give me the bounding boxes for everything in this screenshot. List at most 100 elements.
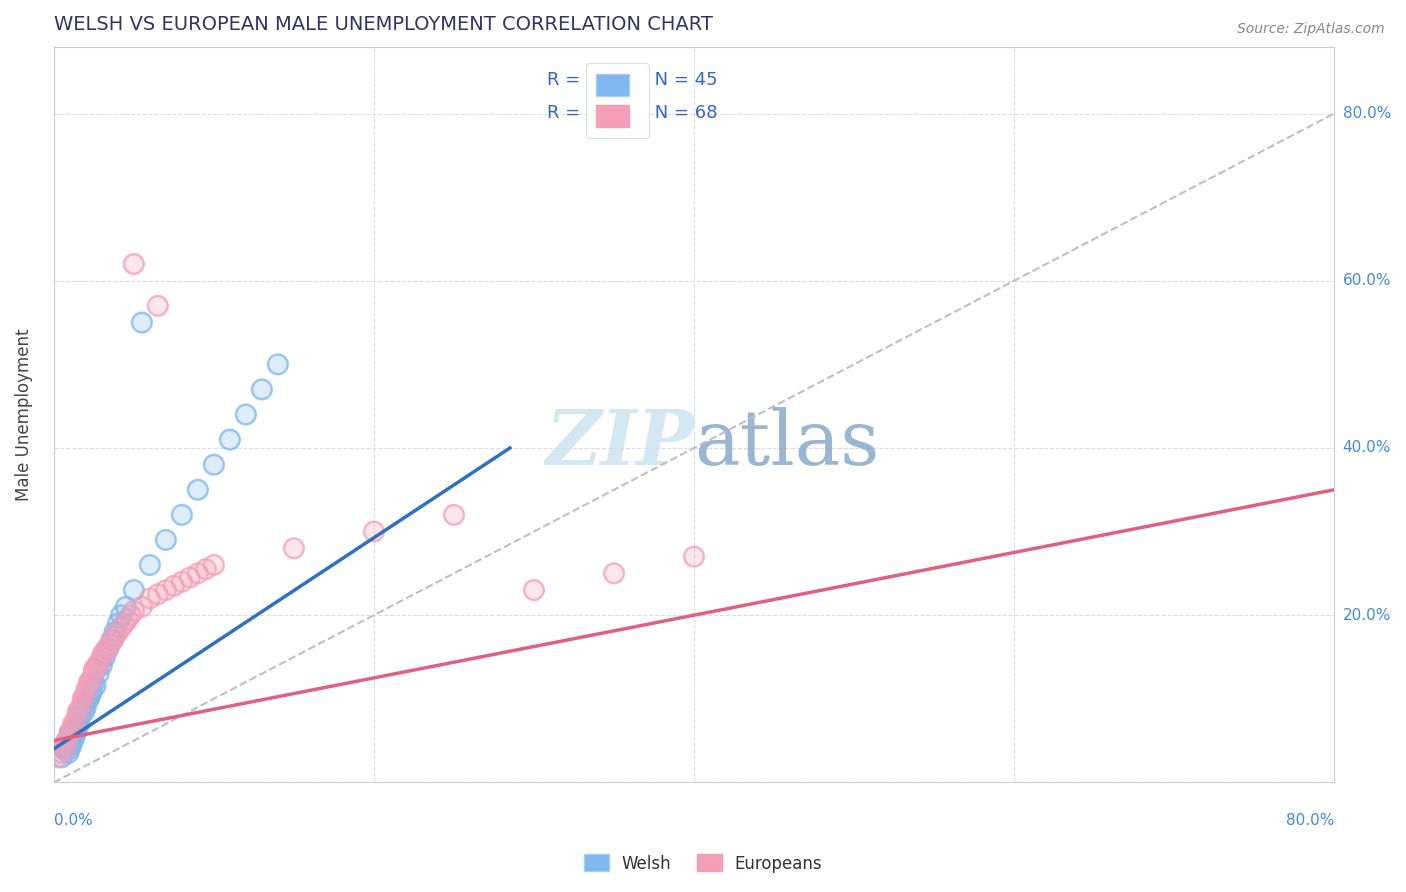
Point	[267, 357, 290, 371]
Point	[146, 299, 169, 313]
Point	[115, 599, 138, 614]
Point	[59, 730, 82, 744]
Point	[83, 663, 105, 677]
Point	[155, 583, 177, 598]
Point	[96, 641, 118, 656]
Point	[87, 666, 110, 681]
Point	[84, 663, 107, 677]
Point	[59, 725, 82, 739]
Point	[69, 717, 91, 731]
Point	[66, 708, 89, 723]
Point	[89, 654, 111, 668]
Point	[58, 733, 80, 747]
Point	[62, 717, 84, 731]
Point	[63, 717, 86, 731]
Point	[70, 708, 93, 723]
Point	[83, 675, 105, 690]
Point	[66, 708, 89, 723]
Point	[155, 533, 177, 547]
Point	[73, 704, 96, 718]
Point	[59, 725, 82, 739]
Point	[110, 621, 132, 635]
Point	[63, 717, 86, 731]
Point	[131, 599, 153, 614]
Point	[87, 666, 110, 681]
Point	[59, 725, 82, 739]
Point	[112, 616, 135, 631]
Point	[51, 750, 73, 764]
Point	[59, 730, 82, 744]
Point	[83, 666, 105, 681]
Point	[100, 633, 122, 648]
Point	[76, 691, 98, 706]
Point	[66, 717, 89, 731]
Point	[683, 549, 706, 564]
Point	[73, 691, 96, 706]
Point	[90, 650, 112, 665]
Point	[179, 570, 201, 584]
Point	[70, 700, 93, 714]
Point	[100, 633, 122, 648]
Point	[55, 742, 77, 756]
Point	[90, 658, 112, 673]
Point	[97, 641, 120, 656]
Text: ZIP: ZIP	[546, 407, 695, 481]
Point	[523, 583, 546, 598]
Point	[77, 691, 100, 706]
Point	[60, 725, 83, 739]
Point	[59, 742, 82, 756]
Point	[170, 508, 193, 522]
Point	[107, 616, 129, 631]
Point	[90, 658, 112, 673]
Point	[77, 679, 100, 693]
Point	[101, 633, 124, 648]
Point	[79, 675, 101, 690]
Point	[60, 738, 83, 752]
Point	[187, 566, 209, 581]
Point	[62, 733, 84, 747]
Point	[51, 750, 73, 764]
Point	[267, 357, 290, 371]
Text: R = 0.437   N = 68: R = 0.437 N = 68	[547, 103, 717, 122]
Point	[202, 558, 225, 572]
Point	[77, 691, 100, 706]
Point	[53, 742, 76, 756]
Point	[146, 587, 169, 601]
Point	[100, 633, 122, 648]
Text: WELSH VS EUROPEAN MALE UNEMPLOYMENT CORRELATION CHART: WELSH VS EUROPEAN MALE UNEMPLOYMENT CORR…	[53, 15, 713, 34]
Point	[82, 671, 104, 685]
Point	[82, 683, 104, 698]
Point	[146, 587, 169, 601]
Point	[443, 508, 465, 522]
Point	[155, 533, 177, 547]
Point	[82, 671, 104, 685]
Point	[65, 725, 87, 739]
Point	[58, 733, 80, 747]
Point	[63, 730, 86, 744]
Text: atlas: atlas	[695, 407, 879, 481]
Point	[163, 579, 186, 593]
Point	[48, 750, 70, 764]
Point	[146, 299, 169, 313]
Point	[104, 629, 127, 643]
Point	[69, 717, 91, 731]
Y-axis label: Male Unemployment: Male Unemployment	[15, 328, 32, 500]
Point	[72, 700, 94, 714]
Point	[117, 612, 139, 626]
Point	[60, 725, 83, 739]
Point	[155, 583, 177, 598]
Text: Source: ZipAtlas.com: Source: ZipAtlas.com	[1237, 22, 1385, 37]
Point	[683, 549, 706, 564]
Point	[250, 383, 273, 397]
Point	[163, 579, 186, 593]
Point	[84, 663, 107, 677]
Point	[70, 708, 93, 723]
Point	[62, 717, 84, 731]
Point	[62, 725, 84, 739]
Point	[122, 257, 145, 271]
Point	[62, 725, 84, 739]
Point	[52, 742, 75, 756]
Point	[110, 621, 132, 635]
Point	[58, 746, 80, 760]
Point	[139, 558, 162, 572]
